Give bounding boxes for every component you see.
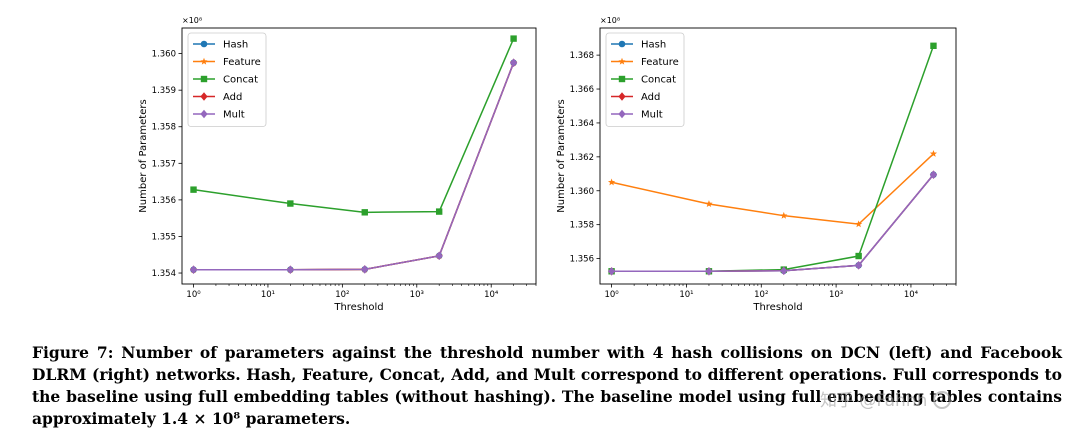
series-line-add	[611, 174, 935, 273]
x-tick-label: 10³	[829, 290, 843, 300]
x-tick-label: 10⁴	[904, 290, 919, 300]
y-tick-label: 1.359	[152, 86, 176, 96]
data-point-feature	[780, 211, 788, 219]
legend-label-feature: Feature	[641, 57, 679, 68]
data-point-concat	[361, 209, 368, 216]
figure-caption: Figure 7: Number of parameters against t…	[32, 343, 1062, 428]
data-point-mult	[435, 251, 443, 261]
legend-marker-mult	[200, 109, 208, 119]
data-point-feature	[855, 220, 863, 228]
y-multiplier-label: ×10⁸	[182, 16, 202, 25]
data-point-feature	[929, 150, 938, 157]
x-tick-label: 10⁴	[484, 290, 499, 300]
data-point-concat	[287, 200, 294, 207]
legend: Hash Feature Concat Add Mult	[605, 32, 685, 127]
series-add	[607, 170, 938, 276]
x-tick-label: 10⁰	[186, 290, 201, 300]
data-point-concat	[190, 186, 197, 193]
data-point-mult	[855, 261, 863, 270]
series-line-feature	[611, 153, 934, 225]
y-tick-label: 1.355	[152, 232, 176, 242]
series-concat	[190, 35, 517, 216]
chart-left: 10⁰ 10¹ 10² 10³ 10⁴ 1.354 1.355 1.356 1.357 1.358…	[138, 16, 537, 313]
legend-label-hash: Hash	[641, 40, 666, 51]
legend-label-concat: Concat	[641, 75, 676, 86]
legend-marker-add	[200, 92, 208, 101]
x-tick-label: 10⁰	[604, 290, 619, 300]
data-point-concat	[855, 252, 862, 260]
y-tick-label: 1.358	[152, 123, 176, 133]
y-tick-label: 1.364	[570, 119, 594, 129]
chart-right: 10⁰ 10¹ 10² 10³ 10⁴ 1.356 1.358 1.360 1.362 1.364…	[556, 16, 957, 313]
legend-marker-concat	[200, 75, 208, 83]
data-point-mult	[189, 265, 198, 274]
series-mult	[607, 170, 938, 276]
y-tick-label: 1.362	[570, 153, 594, 163]
x-axis-label: Threshold	[752, 302, 802, 313]
plot-frame	[599, 27, 957, 285]
series-feature	[607, 150, 938, 228]
data-point-concat	[510, 35, 517, 42]
legend-marker-add	[618, 92, 626, 101]
legend-marker-concat	[618, 75, 626, 83]
y-tick-label: 1.368	[570, 51, 594, 61]
data-point-mult	[705, 267, 713, 276]
series-line-hash	[611, 174, 935, 273]
legend-label-add: Add	[641, 92, 660, 103]
x-tick-label: 10²	[335, 290, 349, 300]
data-point-feature	[607, 178, 616, 186]
y-tick-label: 1.354	[152, 269, 176, 279]
y-tick-label: 1.356	[570, 255, 594, 265]
plot-frame	[181, 27, 537, 285]
legend-label-feature: Feature	[223, 57, 261, 68]
legend-label-add: Add	[223, 92, 242, 103]
y-tick-label: 1.360	[152, 50, 176, 60]
y-tick-label: 1.356	[152, 196, 176, 206]
y-tick-label: 1.360	[570, 187, 594, 197]
legend-marker-feature	[200, 57, 208, 65]
x-tick-label: 10¹	[679, 290, 693, 300]
legend-label-mult: Mult	[641, 110, 663, 121]
data-point-mult	[286, 265, 294, 274]
legend: Hash Feature Concat Add Mult	[187, 32, 267, 127]
legend-box	[605, 32, 685, 127]
data-point-mult	[361, 265, 369, 274]
data-point-mult	[929, 170, 938, 179]
y-axis-label: Number of Parameters	[138, 99, 149, 212]
data-point-concat	[930, 42, 937, 50]
data-point-concat	[435, 208, 443, 215]
series-mult	[189, 58, 518, 274]
y-axis-label: Number of Parameters	[556, 99, 567, 212]
x-tick-label: 10¹	[261, 290, 275, 300]
series-hash	[608, 171, 937, 275]
x-tick-label: 10²	[754, 290, 768, 300]
series-line-mult	[611, 174, 935, 273]
x-tick-label: 10³	[410, 290, 424, 300]
data-point-mult	[780, 266, 788, 275]
x-axis-label: Threshold	[333, 302, 383, 313]
legend-marker-feature	[618, 57, 626, 65]
data-point-mult	[509, 58, 518, 67]
y-multiplier-label: ×10⁸	[600, 16, 620, 25]
figure-charts: 10⁰ 10¹ 10² 10³ 10⁴ 1.354 1.355 1.356 1.357 1.358…	[138, 16, 957, 313]
legend-marker-hash	[200, 40, 208, 48]
legend-label-mult: Mult	[223, 110, 245, 121]
data-point-feature	[705, 200, 713, 208]
y-tick-label: 1.357	[152, 159, 176, 169]
legend-box	[187, 32, 267, 127]
y-tick-label: 1.358	[570, 221, 594, 231]
y-tick-label: 1.366	[570, 85, 594, 95]
legend-label-concat: Concat	[223, 75, 258, 86]
legend-label-hash: Hash	[223, 40, 248, 51]
legend-marker-mult	[618, 109, 626, 119]
legend-marker-hash	[618, 40, 626, 48]
